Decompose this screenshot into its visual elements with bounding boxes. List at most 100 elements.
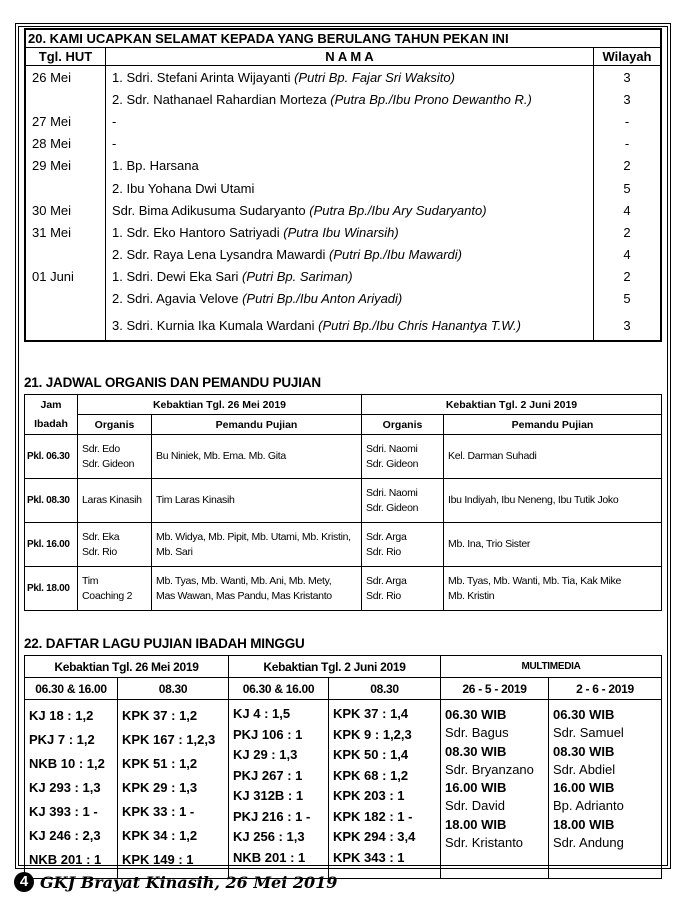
birthday-name: 1. Sdri. Stefani Arinta Wijayanti (Putri… xyxy=(105,65,594,89)
leader-2juni: Ibu Indiyah, Ibu Neneng, Ibu Tutik Joko xyxy=(443,478,662,523)
person-name: 1. Sdri. Stefani Arinta Wijayanti xyxy=(112,69,295,85)
table-row: 29 Mei 1. Bp. Harsana 2 xyxy=(25,154,661,177)
parent-note: (Putri Bp./Ibu Mawardi) xyxy=(329,247,462,263)
song-item: NKB 201 : 1 xyxy=(233,849,306,865)
col-date: Tgl. HUT xyxy=(24,47,106,66)
service1-header: Kebaktian Tgl. 26 Mei 2019 xyxy=(77,394,362,415)
cell-line: Sdri. Naomi xyxy=(366,442,418,455)
birthday-region: 3 xyxy=(623,69,631,85)
person-name: 2. Sdri. Agavia Velove xyxy=(112,291,243,307)
song-list: KJ 4 : 1,5 PKJ 106 : 1 KJ 29 : 1,3 PKJ 267 … xyxy=(228,699,329,879)
birthday-region: 5 xyxy=(623,180,631,196)
song-list: KJ 18 : 1,2 PKJ 7 : 1,2 NKB 10 : 1,2 KJ 293… xyxy=(24,699,118,879)
parent-note: (Putra Bp./Ibu Prono Dewantho R.) xyxy=(330,91,532,107)
parent-note: (Putri Bp./Ibu Chris Hanantya T.W.) xyxy=(318,317,521,333)
cell-line: Mb. Sari xyxy=(156,545,193,558)
cell-line: Sdr. Rio xyxy=(366,545,401,558)
service-time: 06.30 WIB xyxy=(553,707,615,722)
birthday-region: 3 xyxy=(623,317,631,333)
service-time: 18.00 WIB xyxy=(445,816,507,832)
birthday-date: 01 Juni xyxy=(25,265,106,288)
song-item: KPK 37 : 1,4 xyxy=(333,706,409,721)
birthday-name: 2. Ibu Yohana Dwi Utami xyxy=(105,176,594,200)
birthday-date xyxy=(25,287,106,311)
song-item: PKJ 216 : 1 - xyxy=(233,808,311,824)
service-time: 08.30 WIB xyxy=(553,743,615,759)
multimedia-list: 06.30 WIB Sdr. Samuel 08.30 WIB Sdr. Abdiel… xyxy=(548,699,662,879)
operator-name: Sdr. Kristanto xyxy=(445,835,524,851)
table-row: Pkl. 06.30 Sdr. Edo Sdr. Gideon Bu Niniek, … xyxy=(24,434,662,479)
service-time: 18.00 WIB xyxy=(553,816,615,832)
person-name: - xyxy=(112,136,117,152)
table-row: 2. Sdri. Agavia Velove (Putri Bp./Ibu An… xyxy=(25,287,661,311)
song-item: KPK 50 : 1,4 xyxy=(333,747,409,762)
group-header: Kebaktian Tgl. 26 Mei 2019 xyxy=(24,655,229,678)
operator-name: Sdr. Andung xyxy=(553,835,624,851)
parent-note: (Putri Bp./Ibu Anton Ariyadi) xyxy=(242,291,403,307)
songs-title: 22. DAFTAR LAGU PUJIAN IBADAH MINGGU xyxy=(24,636,305,651)
song-item: KJ 293 : 1,3 xyxy=(29,780,101,795)
organist-26mei: Laras Kinasih xyxy=(77,478,152,523)
operator-name: Sdr. Samuel xyxy=(553,725,624,741)
birthday-name: 2. Sdr. Raya Lena Lysandra Mawardi (Putr… xyxy=(105,243,594,266)
table-row: Pkl. 08.30 Laras Kinasih Tim Laras Kinasih… xyxy=(24,478,662,523)
operator-name: Bp. Adrianto xyxy=(553,798,624,814)
person-name: - xyxy=(112,113,117,129)
birthday-date xyxy=(25,88,106,111)
sub-header: 08.30 xyxy=(117,677,229,700)
operator-name: Sdr. David xyxy=(445,798,505,814)
service-time: 08.30 WIB xyxy=(445,743,507,759)
song-item: NKB 10 : 1,2 xyxy=(29,756,105,771)
operator-name: Sdr. Bryanzano xyxy=(445,761,534,777)
cell-line: Sdr. Eka xyxy=(82,530,120,543)
organist-26mei: Sdr. Edo Sdr. Gideon xyxy=(77,434,152,479)
cell-line: Tim xyxy=(82,574,99,587)
cell-line: Bu Niniek, Mb. Ema. Mb. Gita xyxy=(156,450,286,462)
cell-line: Sdr. Arga xyxy=(366,530,407,543)
table-row: Pkl. 16.00 Sdr. Eka Sdr. Rio Mb. Widya, Mb.… xyxy=(24,522,662,567)
footer-text: GKJ Brayat Kinasih, 26 Mei 2019 xyxy=(40,872,338,892)
cell-line: Mas Wawan, Mas Pandu, Mas Kristanto xyxy=(156,589,332,602)
table-row: 27 Mei - - xyxy=(25,110,661,133)
table-row: 2. Ibu Yohana Dwi Utami 5 xyxy=(25,176,661,200)
birthday-name: Sdr. Bima Adikusuma Sudaryanto (Putra Bp… xyxy=(105,199,594,222)
leader-26mei: Mb. Widya, Mb. Pipit, Mb. Utami, Mb. Kri… xyxy=(151,522,362,567)
table-row: 30 Mei Sdr. Bima Adikusuma Sudaryanto (Pu… xyxy=(25,199,661,222)
service-time: Pkl. 16.00 xyxy=(24,522,78,567)
birthday-region: - xyxy=(624,136,630,152)
birthday-date: 26 Mei xyxy=(25,65,106,89)
song-item: KJ 18 : 1,2 xyxy=(29,708,94,723)
song-item: KJ 29 : 1,3 xyxy=(233,747,298,762)
song-item: PKJ 7 : 1,2 xyxy=(29,732,95,747)
birthday-name: 1. Sdr. Eko Hantoro Satriyadi (Putra Ibu… xyxy=(105,221,594,244)
sub-header: 2 - 6 - 2019 xyxy=(548,677,662,700)
table-row: 3. Sdri. Kurnia Ika Kumala Wardani (Putr… xyxy=(25,310,661,342)
service-time: Pkl. 18.00 xyxy=(24,566,78,611)
birthday-region: 2 xyxy=(623,269,631,285)
multimedia-list: 06.30 WIB Sdr. Bagus 08.30 WIB Sdr. Bryanza… xyxy=(440,699,549,879)
birthday-table: 20. KAMI UCAPKAN SELAMAT KEPADA YANG BER… xyxy=(24,28,662,343)
song-item: KPK 149 : 1 xyxy=(122,852,194,867)
sub-header: 08.30 xyxy=(328,677,441,700)
organist-26mei: Sdr. Eka Sdr. Rio xyxy=(77,522,152,567)
table-row: 2. Sdr. Nathanael Rahardian Morteza (Put… xyxy=(25,88,661,111)
birthday-title: 20. KAMI UCAPKAN SELAMAT KEPADA YANG BER… xyxy=(25,29,661,48)
cell-line: Sdr. Rio xyxy=(82,545,117,558)
cell-line: Sdr. Gideon xyxy=(366,457,419,470)
song-item: KPK 343 : 1 xyxy=(333,849,405,865)
birthday-name: 2. Sdri. Agavia Velove (Putri Bp./Ibu An… xyxy=(105,287,594,311)
song-item: KPK 182 : 1 - xyxy=(333,808,413,824)
col-jam: Jam Ibadah xyxy=(24,394,78,435)
birthday-date xyxy=(25,176,106,200)
birthday-date xyxy=(25,310,106,342)
operator-name: Sdr. Abdiel xyxy=(553,761,616,777)
song-item: KJ 256 : 1,3 xyxy=(233,829,305,844)
song-item: KPK 33 : 1 - xyxy=(122,804,195,819)
song-item: PKJ 267 : 1 xyxy=(233,767,303,783)
col-region: Wilayah xyxy=(593,47,662,66)
parent-note: (Putra Bp./Ibu Ary Sudaryanto) xyxy=(309,202,487,218)
birthday-region: 2 xyxy=(623,158,631,174)
leader-26mei: Tim Laras Kinasih xyxy=(151,478,362,523)
parent-note: (Putri Bp. Fajar Sri Waksito) xyxy=(294,69,455,85)
birthday-name: 1. Bp. Harsana xyxy=(105,154,594,177)
